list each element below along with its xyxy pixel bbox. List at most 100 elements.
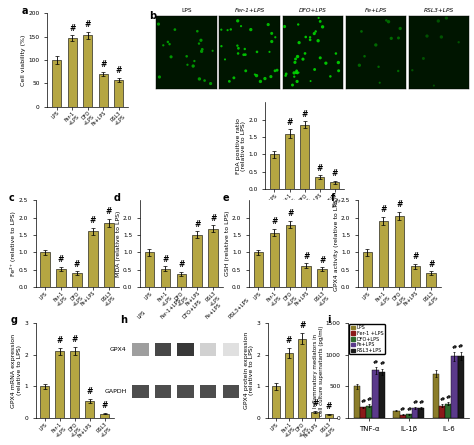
Bar [379,221,388,287]
Point [283,70,290,77]
Bar [132,385,148,398]
Point [164,38,172,45]
Bar [325,414,333,418]
Bar [72,273,82,287]
Point [199,46,206,53]
Point [314,37,322,44]
Point [221,56,229,63]
Text: #: # [326,402,332,411]
Point [310,30,318,37]
Point [253,72,260,79]
Bar [83,35,92,107]
Text: Fe+LPS: Fe+LPS [365,8,387,13]
Bar [363,252,372,287]
Text: RSL3+LPS: RSL3+LPS [228,297,250,320]
Point [294,53,301,60]
Point [264,21,272,28]
Text: #: # [116,66,122,75]
Bar [192,235,202,287]
Bar [200,385,217,398]
Bar [177,385,194,398]
Bar [155,343,171,356]
Text: #: # [373,360,378,365]
Point [190,62,197,69]
Point [293,67,301,74]
Bar [457,356,464,418]
Bar [104,223,114,287]
Text: h: h [120,315,128,325]
Text: #: # [412,252,419,261]
Point [312,28,319,35]
Point [242,51,249,58]
Point [226,78,233,85]
Bar [177,343,194,356]
Point [396,25,404,32]
Text: #: # [428,260,435,269]
Text: #: # [286,118,292,127]
Point [196,75,203,82]
Text: #: # [396,200,402,209]
Bar [209,229,218,287]
Text: #: # [100,60,106,69]
Text: #: # [299,321,305,330]
Point [230,74,237,81]
Y-axis label: Inflammatory mediators in
cell culture supernatants (pg/ml): Inflammatory mediators in cell culture s… [313,325,324,416]
Point [281,23,288,30]
Text: #: # [361,399,366,404]
Text: d: d [113,193,120,203]
Point [395,34,402,41]
Point [376,79,383,86]
Point [299,56,307,63]
Point [166,40,173,48]
Point [191,57,198,65]
Point [282,72,290,79]
Bar [373,370,379,418]
Point [332,50,340,57]
Point [292,56,300,63]
Bar [412,408,418,418]
Bar [427,273,436,287]
Point [201,77,209,84]
Bar [330,182,339,189]
Text: #: # [452,345,457,350]
Point [167,53,175,61]
Text: LPS: LPS [182,8,192,13]
Point [361,53,368,60]
Bar [155,385,171,398]
Bar [55,352,64,418]
Point [307,77,314,85]
Bar [99,74,108,107]
Text: GAPDH: GAPDH [104,389,127,394]
Point [327,73,334,80]
Point [268,38,275,45]
Text: #: # [286,336,292,345]
Point [375,63,383,70]
Y-axis label: FDA positive ratio
(relative to LPS): FDA positive ratio (relative to LPS) [236,118,246,174]
Text: #: # [210,214,217,222]
Bar [366,405,373,418]
Text: e: e [222,193,229,203]
Point [261,75,269,82]
Point [289,81,296,89]
Text: #: # [194,220,201,229]
Point [322,60,329,67]
Point [385,18,392,25]
Point [218,26,225,33]
Bar [433,374,439,418]
Bar [56,269,66,287]
Bar [285,225,295,287]
Bar [272,386,280,418]
Point [209,47,217,54]
Bar [393,411,400,418]
Text: Fer-1+LPS: Fer-1+LPS [235,8,265,13]
Text: #: # [58,255,64,264]
Point [293,78,301,85]
Bar [70,351,79,418]
Point [234,50,242,57]
Text: #: # [162,255,169,263]
Bar [40,386,49,418]
Point [317,54,324,61]
Point [253,49,261,56]
Y-axis label: MDA (relative to LPS): MDA (relative to LPS) [116,210,121,277]
Bar [85,401,94,418]
